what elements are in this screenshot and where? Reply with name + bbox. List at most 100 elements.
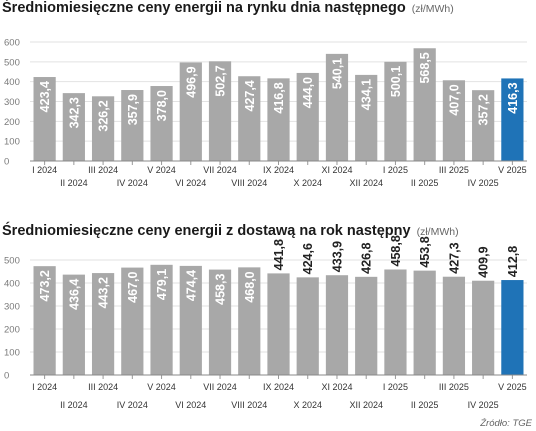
bar — [62, 93, 85, 161]
bar — [91, 96, 115, 161]
y-tick-label: 0 — [4, 157, 9, 168]
chart-panel-forward-year: Średniomiesięczne ceny energii z dostawą… — [0, 205, 536, 431]
x-category-label: XI 2024 — [321, 382, 352, 392]
y-tick-label: 200 — [4, 117, 20, 128]
x-category-label: I 2025 — [383, 165, 408, 175]
x-category-label: VI 2024 — [175, 178, 206, 188]
x-category-label: V 2024 — [147, 382, 176, 392]
bar-value-label: 412,8 — [506, 246, 520, 277]
x-category-label: IV 2025 — [468, 178, 499, 188]
x-category-label: V 2025 — [498, 165, 527, 175]
chart-title: Średniomiesięczne ceny energii z dostawą… — [2, 223, 459, 239]
bar — [413, 270, 436, 375]
y-tick-label: 100 — [4, 348, 20, 359]
bar-value-label: 326,2 — [97, 100, 111, 131]
y-tick-label: 600 — [4, 38, 20, 49]
y-tick-label: 100 — [4, 137, 20, 148]
x-category-label: VII 2024 — [203, 165, 237, 175]
bar-value-label: 427,4 — [243, 80, 257, 111]
bar — [121, 90, 144, 161]
bar — [267, 78, 290, 161]
x-category-label: X 2024 — [293, 178, 322, 188]
y-tick-label: 400 — [4, 77, 20, 88]
bar-value-label: 423,4 — [38, 81, 52, 112]
bar — [238, 267, 261, 375]
bar — [384, 61, 407, 161]
x-category-label: III 2025 — [439, 165, 469, 175]
bar-value-label: 540,1 — [330, 58, 344, 89]
bar-value-label: 436,4 — [67, 279, 81, 310]
chart-panel-day-ahead: Średniomiesięczne ceny energii na rynku … — [0, 0, 536, 205]
bar — [442, 276, 466, 375]
x-category-label: II 2025 — [411, 178, 439, 188]
x-category-label: V 2024 — [147, 165, 176, 175]
chart-title: Średniomiesięczne ceny energii na rynku … — [2, 0, 454, 16]
bar — [238, 76, 261, 161]
x-category-label: I 2024 — [32, 382, 57, 392]
x-category-label: I 2025 — [383, 382, 408, 392]
bar-value-label: 453,8 — [418, 236, 432, 267]
bar-value-label: 416,8 — [272, 82, 286, 113]
x-category-label: XII 2024 — [349, 400, 383, 410]
bar-value-label: 416,3 — [506, 82, 520, 113]
x-category-label: XII 2024 — [349, 178, 383, 188]
bar — [325, 275, 349, 375]
bar-chart-forward-year: 0 100 200 300 400 500 473,2 I 2024 436,4 II 2024 4… — [4, 235, 527, 410]
bar — [384, 269, 407, 375]
y-tick-label: 300 — [4, 302, 20, 313]
bar-value-label: 473,2 — [38, 270, 52, 301]
bar-value-label: 407,0 — [447, 84, 461, 115]
y-tick-label: 200 — [4, 325, 20, 336]
bar — [33, 266, 56, 375]
bar-value-label: 433,9 — [330, 241, 344, 272]
bar-value-label: 458,8 — [389, 235, 403, 266]
bar-value-label: 502,7 — [214, 65, 228, 96]
bar-value-label: 468,0 — [243, 271, 257, 302]
bar-value-label: 458,3 — [214, 274, 228, 305]
bar-value-label: 426,8 — [360, 243, 374, 274]
x-category-label: II 2025 — [411, 400, 439, 410]
bar — [472, 90, 495, 161]
chart-unit: (zł/MWh) — [411, 3, 454, 15]
bar-value-label: 496,9 — [184, 66, 198, 97]
bar — [150, 86, 173, 161]
y-tick-label: 0 — [4, 371, 9, 382]
bar — [296, 72, 319, 161]
bar — [267, 273, 290, 375]
bar — [413, 48, 436, 162]
x-category-label: I 2024 — [32, 165, 57, 175]
bar-value-label: 444,0 — [301, 77, 315, 108]
bar-chart-day-ahead: 0 100 200 300 400 500 600 423,4 I 2024 342,3 II 20… — [4, 38, 527, 188]
x-category-label: II 2024 — [60, 400, 88, 410]
bar — [121, 267, 144, 375]
y-tick-label: 400 — [4, 279, 20, 290]
x-category-label: IV 2024 — [117, 178, 148, 188]
bar-value-label: 357,9 — [126, 94, 140, 125]
bar-value-label: 467,0 — [126, 272, 140, 303]
bar — [208, 61, 232, 161]
bar — [208, 269, 232, 375]
bar-value-label: 409,9 — [477, 246, 491, 277]
x-category-label: VIII 2024 — [231, 400, 267, 410]
bar — [179, 265, 202, 375]
bar-value-label: 441,8 — [272, 239, 286, 270]
bar-value-label: 357,2 — [477, 94, 491, 125]
source-note: Źródło: TGE — [480, 418, 532, 429]
chart-unit: (zł/MWh) — [416, 226, 459, 238]
bar — [442, 80, 466, 161]
x-category-label: IV 2025 — [468, 400, 499, 410]
bar-value-label: 424,6 — [301, 243, 315, 274]
x-category-label: VIII 2024 — [231, 178, 267, 188]
bar-value-label: 568,5 — [418, 52, 432, 83]
x-category-label: XI 2024 — [321, 165, 352, 175]
x-category-label: V 2025 — [498, 382, 527, 392]
bar — [62, 274, 85, 375]
bar-value-label: 474,4 — [184, 270, 198, 301]
y-tick-label: 500 — [4, 57, 20, 68]
x-category-label: IV 2024 — [117, 400, 148, 410]
bar-value-label: 378,0 — [155, 90, 169, 121]
bar — [355, 276, 378, 375]
bar — [325, 53, 349, 161]
bar — [296, 277, 319, 375]
bar-value-label: 427,3 — [447, 242, 461, 273]
